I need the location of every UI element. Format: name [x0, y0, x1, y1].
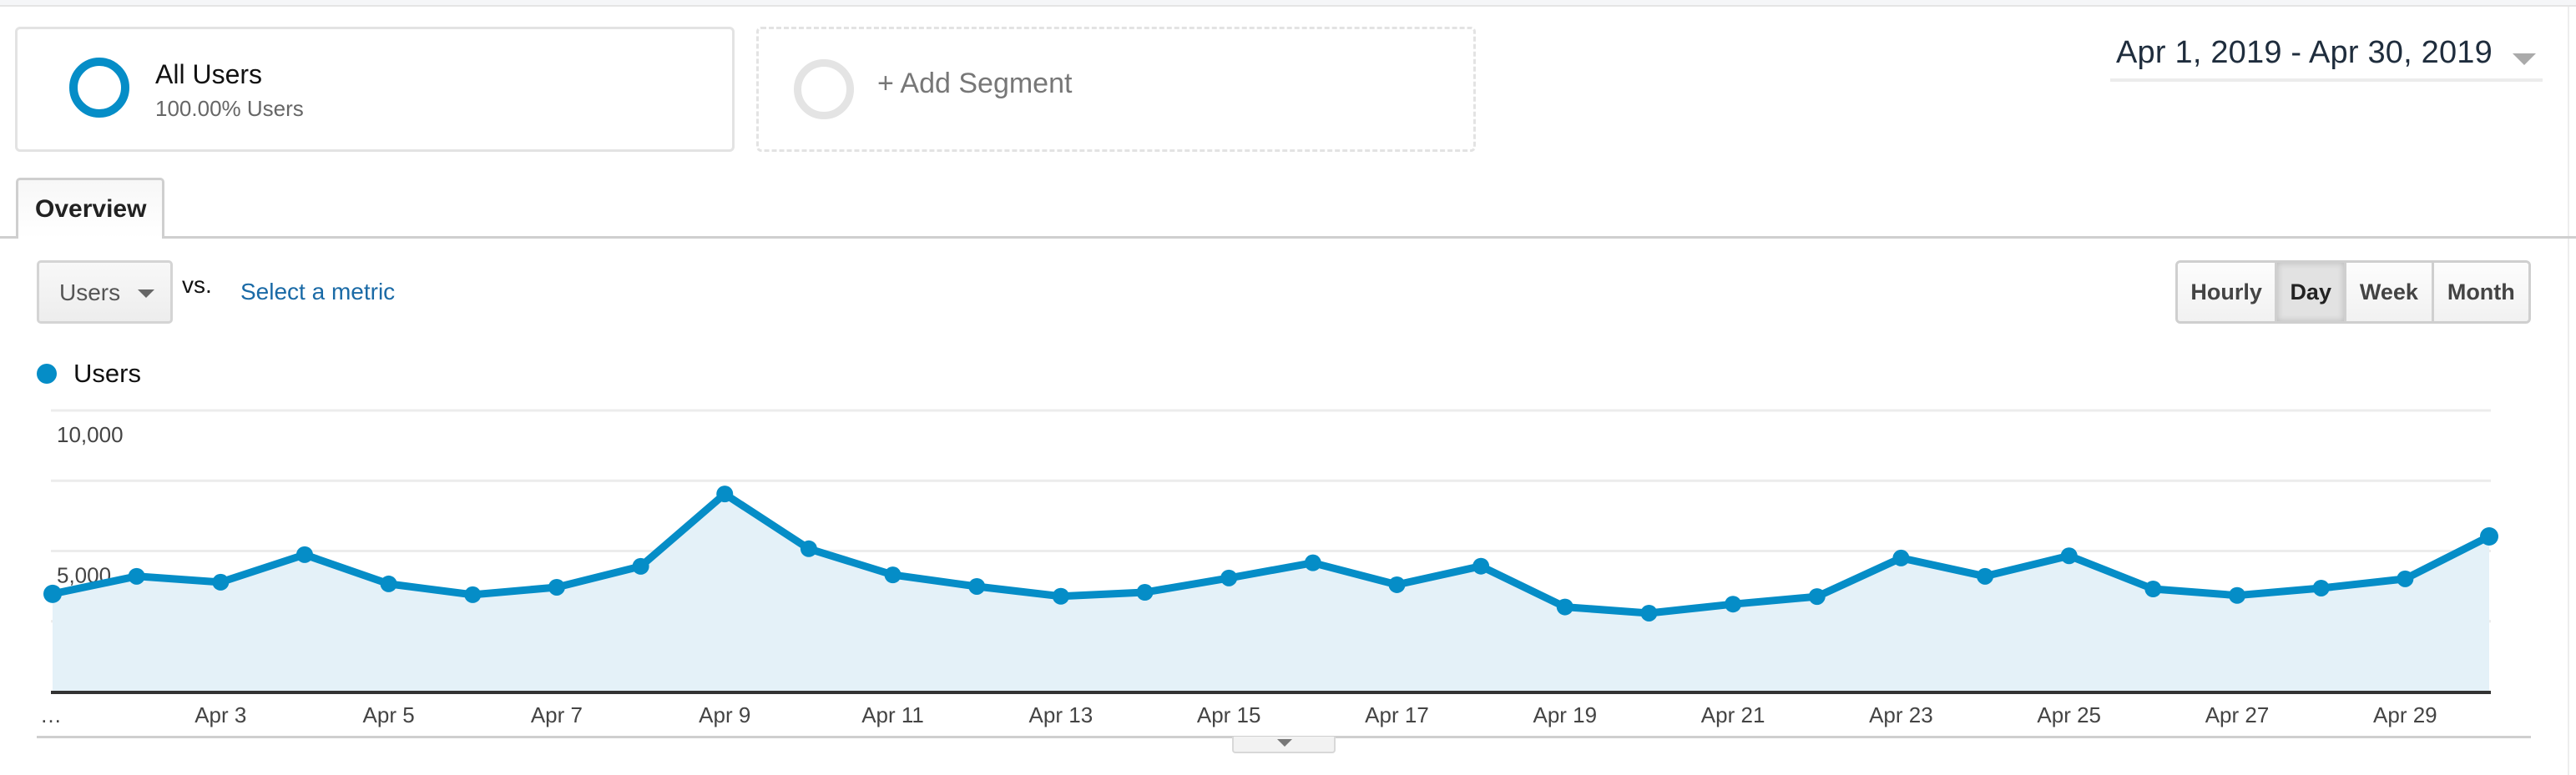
x-tick-label: …	[40, 702, 62, 727]
x-tick-label: Apr 5	[363, 702, 415, 727]
data-point[interactable]	[548, 578, 565, 596]
hourly-button[interactable]: Hourly	[2178, 263, 2275, 321]
week-button[interactable]: Week	[2344, 263, 2432, 321]
data-point[interactable]	[2229, 586, 2246, 604]
data-point[interactable]	[2480, 526, 2498, 546]
x-axis-labels: … Apr 3 Apr 5 Apr 7 Apr 9 Apr 11 Apr 13 Apr 15 A…	[40, 702, 2437, 727]
data-point[interactable]	[128, 567, 145, 585]
x-tick-label: Apr 3	[194, 702, 246, 727]
data-point[interactable]	[968, 577, 986, 595]
y-tick-label: 10,000	[57, 422, 124, 447]
segment-ring-icon	[69, 58, 129, 118]
data-point[interactable]	[800, 540, 817, 557]
primary-metric-dropdown[interactable]: Users	[37, 260, 173, 324]
data-point[interactable]	[1052, 587, 1069, 605]
vs-label: vs.	[182, 272, 212, 298]
dropdown-arrow-icon	[138, 289, 154, 298]
x-tick-label: Apr 27	[2205, 702, 2270, 727]
data-point[interactable]	[1640, 604, 1658, 622]
date-range-picker[interactable]: Apr 1, 2019 - Apr 30, 2019	[2110, 30, 2543, 82]
x-tick-label: Apr 9	[699, 702, 750, 727]
data-point[interactable]	[2312, 579, 2330, 596]
tab-bar-divider	[0, 236, 2576, 239]
segment-subtitle: 100.00% Users	[155, 96, 304, 121]
scrollbar-gutter[interactable]	[2568, 7, 2569, 775]
select-metric-link[interactable]: Select a metric	[240, 279, 396, 304]
x-tick-label: Apr 17	[1365, 702, 1429, 727]
chevron-down-icon	[2513, 53, 2536, 65]
chart-area-fill	[53, 494, 2489, 692]
data-point[interactable]	[212, 573, 230, 591]
data-point[interactable]	[1556, 598, 1573, 616]
data-point[interactable]	[1136, 584, 1154, 601]
data-point[interactable]	[1472, 557, 1490, 575]
collapse-chart-toggle[interactable]	[1232, 737, 1336, 753]
data-point[interactable]	[1304, 554, 1321, 571]
chart-line-users	[48, 490, 2493, 617]
data-point[interactable]	[1388, 576, 1406, 593]
data-point[interactable]	[1977, 567, 1994, 585]
data-point[interactable]	[1220, 569, 1238, 586]
data-point[interactable]	[2144, 580, 2162, 597]
data-point[interactable]	[884, 566, 902, 584]
legend-users-label: Users	[73, 359, 141, 388]
data-point[interactable]	[380, 575, 397, 592]
x-tick-label: Apr 21	[1701, 702, 1765, 727]
x-tick-label: Apr 19	[1533, 702, 1597, 727]
tab-overview[interactable]: Overview	[16, 178, 164, 239]
tab-overview-label: Overview	[35, 195, 147, 223]
data-point[interactable]	[295, 546, 313, 563]
granularity-button-group: Hourly Day Week Month	[2175, 260, 2531, 324]
data-point[interactable]	[2397, 570, 2414, 587]
date-range-label: Apr 1, 2019 - Apr 30, 2019	[2116, 35, 2493, 70]
legend-users-dot-icon	[37, 364, 57, 384]
add-segment-label: + Add Segment	[877, 68, 1073, 99]
top-strip	[0, 0, 2576, 7]
add-segment-button[interactable]: + Add Segment	[756, 27, 1476, 152]
x-tick-label: Apr 29	[2373, 702, 2437, 727]
primary-metric-label: Users	[59, 279, 121, 305]
x-tick-label: Apr 23	[1869, 702, 1933, 727]
chart-data-points[interactable]	[43, 486, 2498, 622]
data-point[interactable]	[1808, 588, 1826, 606]
data-point[interactable]	[632, 557, 649, 575]
x-tick-label: Apr 7	[531, 702, 583, 727]
data-point[interactable]	[716, 486, 734, 503]
data-point[interactable]	[2060, 547, 2078, 565]
data-point[interactable]	[1892, 549, 1910, 566]
month-button[interactable]: Month	[2431, 263, 2528, 321]
date-range-underline	[2110, 78, 2543, 82]
data-point[interactable]	[1725, 596, 1742, 613]
collapse-arrow-icon	[1277, 739, 1292, 747]
day-button[interactable]: Day	[2275, 263, 2345, 321]
x-tick-label: Apr 15	[1197, 702, 1261, 727]
data-point[interactable]	[43, 584, 62, 603]
segment-title: All Users	[155, 59, 263, 89]
x-tick-label: Apr 13	[1029, 702, 1094, 727]
x-tick-label: Apr 11	[861, 702, 924, 727]
x-tick-label: Apr 25	[2037, 702, 2101, 727]
empty-segment-ring-icon	[794, 59, 854, 119]
segment-all-users[interactable]: All Users 100.00% Users	[15, 27, 735, 152]
data-point[interactable]	[464, 586, 482, 603]
